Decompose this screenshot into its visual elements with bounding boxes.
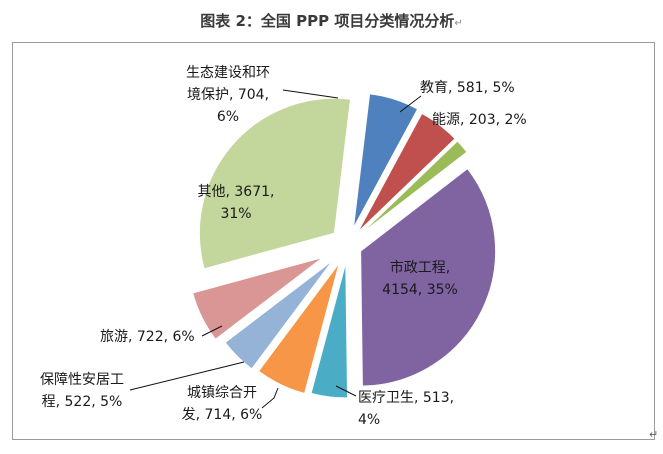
slice-label-5: 城镇综合开发, 714, 6% [182,385,263,423]
leader-line-4 [335,385,357,397]
pie-slice-4 [310,262,349,399]
leader-line-7 [201,325,223,337]
leader-line-0 [282,89,339,99]
pie-slice-5 [257,262,340,395]
slice-labels: 生态建设和环境保护, 704, 6% 教育, 581, 5% 能源, 203, 2% 市… [40,65,527,428]
slice-label-6: 保障性安居工程, 522, 5% [40,372,124,410]
pie-slices [192,93,497,399]
chart-title: 图表 2：全国 PPP 项目分类情况分析↵ [0,10,663,31]
leader-line-5 [261,387,279,409]
slice-label-4: 医疗卫生, 513, 4% [358,390,454,428]
chart-title-text: 图表 2：全国 PPP 项目分类情况分析 [200,12,455,30]
pie-slice-7 [192,256,324,340]
slice-label-0: 生态建设和环境保护, 704, 6% [186,65,270,125]
pie-slice-0 [352,93,419,229]
pie-slice-2 [359,140,468,235]
corner-return-mark: ↵ [649,428,659,441]
slice-label-3: 市政工程, 4154, 35% [382,259,458,298]
leader-line-1 [399,95,422,113]
slice-label-2: 能源, 203, 2% [432,112,527,128]
slice-label-8: 其他, 3671, 31% [198,184,275,222]
pie-slice-6 [224,260,333,370]
pie-slice-8 [198,97,352,270]
leader-lines [129,89,422,409]
slice-label-7: 旅游, 722, 6% [100,329,195,345]
pie-slice-3 [360,167,497,387]
slice-label-1: 教育, 581, 5% [420,80,515,96]
pie-slice-1 [357,112,456,233]
title-return-mark: ↵ [454,18,463,29]
leader-line-6 [129,361,245,391]
